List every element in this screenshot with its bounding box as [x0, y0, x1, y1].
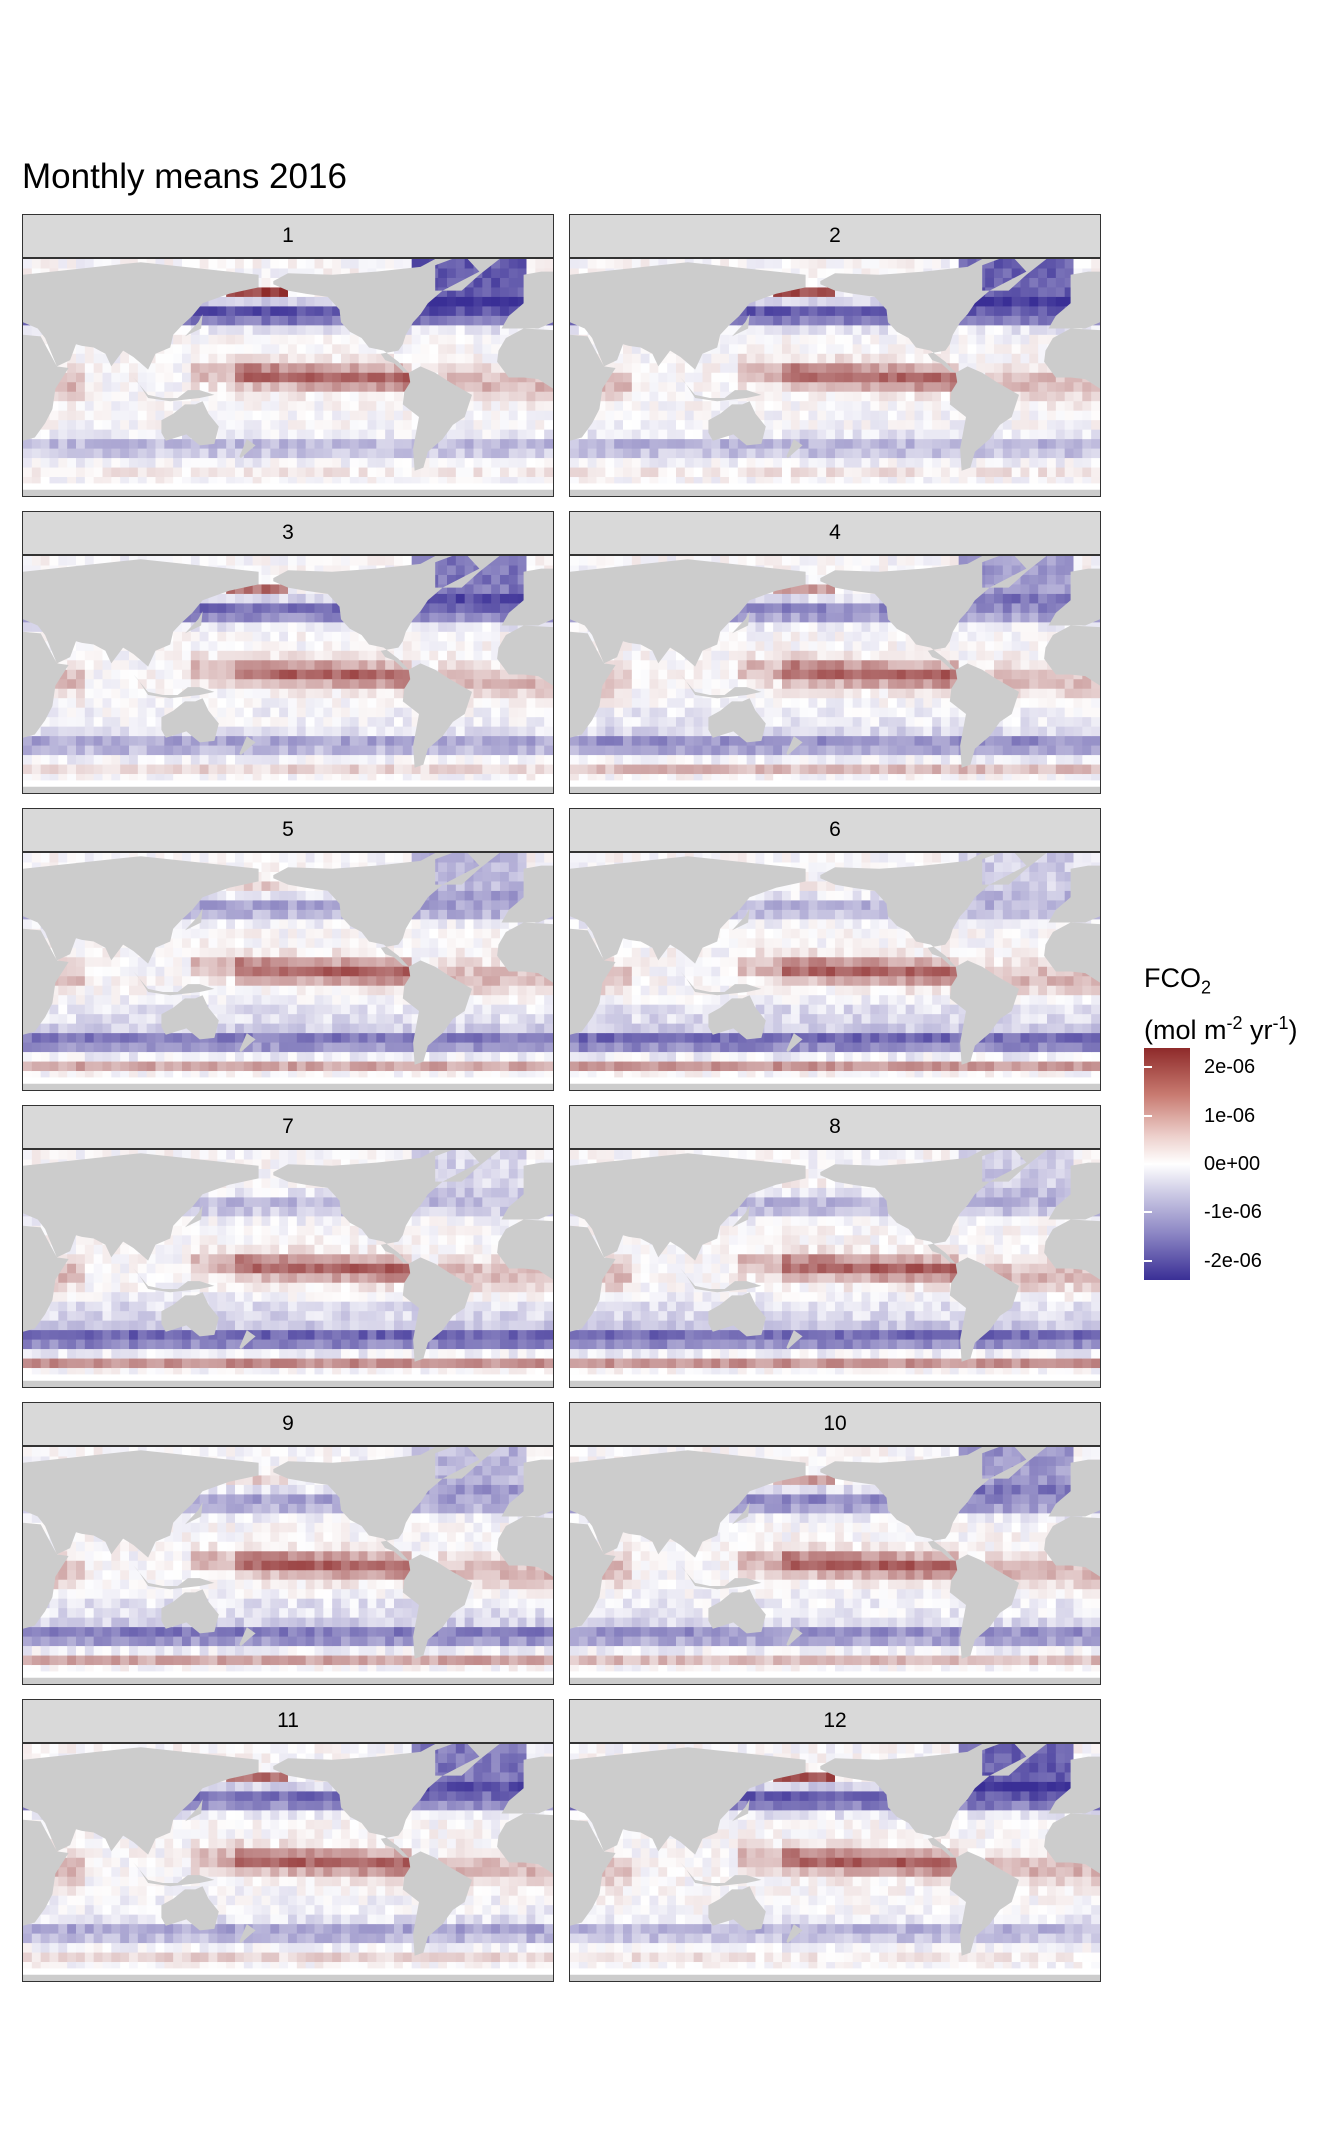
legend-unit-mid: yr — [1243, 1015, 1273, 1045]
facet-panel-1: 1 — [22, 214, 554, 497]
legend-tick-right — [1190, 1260, 1198, 1262]
world-map — [569, 852, 1101, 1091]
world-map — [22, 258, 554, 497]
legend-tick-label: 0e+00 — [1204, 1152, 1260, 1176]
facet-panel-6: 6 — [569, 808, 1101, 1091]
chart-title: Monthly means 2016 — [22, 157, 347, 197]
facet-strip-label: 9 — [22, 1402, 554, 1446]
facet-panel-11: 11 — [22, 1699, 554, 1982]
facet-panel-4: 4 — [569, 511, 1101, 794]
legend-tick-right — [1190, 1115, 1198, 1117]
facet-strip-label: 7 — [22, 1105, 554, 1149]
facet-strip-label: 6 — [569, 808, 1101, 852]
legend-tick-left — [1144, 1066, 1152, 1068]
legend-tick-left — [1144, 1260, 1152, 1262]
facet-strip-label: 12 — [569, 1699, 1101, 1743]
world-map — [569, 1446, 1101, 1685]
legend-tick-label: -1e-06 — [1204, 1200, 1262, 1224]
facet-panel-9: 9 — [22, 1402, 554, 1685]
legend-tick-left — [1144, 1163, 1152, 1165]
legend-unit-exp1: -2 — [1227, 1013, 1243, 1033]
legend-tick-label: -2e-06 — [1204, 1249, 1262, 1273]
world-map — [569, 555, 1101, 794]
facet-strip-label: 10 — [569, 1402, 1101, 1446]
legend-tick-left — [1144, 1211, 1152, 1213]
facet-panel-3: 3 — [22, 511, 554, 794]
legend-tick-label: 1e-06 — [1204, 1104, 1255, 1128]
facet-panel-7: 7 — [22, 1105, 554, 1388]
legend-tick-right — [1190, 1211, 1198, 1213]
world-map — [569, 1743, 1101, 1982]
facet-panel-10: 10 — [569, 1402, 1101, 1685]
world-map — [22, 1743, 554, 1982]
facet-strip-label: 5 — [22, 808, 554, 852]
legend-title-main: FCO — [1144, 963, 1201, 993]
facet-strip-label: 4 — [569, 511, 1101, 555]
facet-strip-label: 11 — [22, 1699, 554, 1743]
facet-strip-label: 8 — [569, 1105, 1101, 1149]
world-map — [569, 258, 1101, 497]
facet-panel-12: 12 — [569, 1699, 1101, 1982]
legend-tick-left — [1144, 1115, 1152, 1117]
legend-unit-close: ) — [1289, 1015, 1298, 1045]
legend-title: FCO2 (mol m-2 yr-1) — [1144, 960, 1298, 1048]
facet-panel-8: 8 — [569, 1105, 1101, 1388]
legend-title-sub: 2 — [1201, 977, 1211, 997]
world-map — [22, 1446, 554, 1685]
legend-tick-right — [1190, 1163, 1198, 1165]
facet-strip-label: 1 — [22, 214, 554, 258]
legend-tick-right — [1190, 1066, 1198, 1068]
world-map — [22, 852, 554, 1091]
facet-strip-label: 3 — [22, 511, 554, 555]
world-map — [22, 1149, 554, 1388]
facet-panel-2: 2 — [569, 214, 1101, 497]
legend-tick-label: 2e-06 — [1204, 1055, 1255, 1079]
legend-unit-exp2: -1 — [1273, 1013, 1289, 1033]
world-map — [22, 555, 554, 794]
facet-panel-5: 5 — [22, 808, 554, 1091]
world-map — [569, 1149, 1101, 1388]
facet-strip-label: 2 — [569, 214, 1101, 258]
legend-unit-open: (mol m — [1144, 1015, 1227, 1045]
